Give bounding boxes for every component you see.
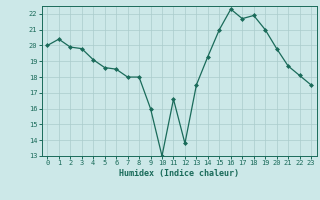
X-axis label: Humidex (Indice chaleur): Humidex (Indice chaleur) bbox=[119, 169, 239, 178]
